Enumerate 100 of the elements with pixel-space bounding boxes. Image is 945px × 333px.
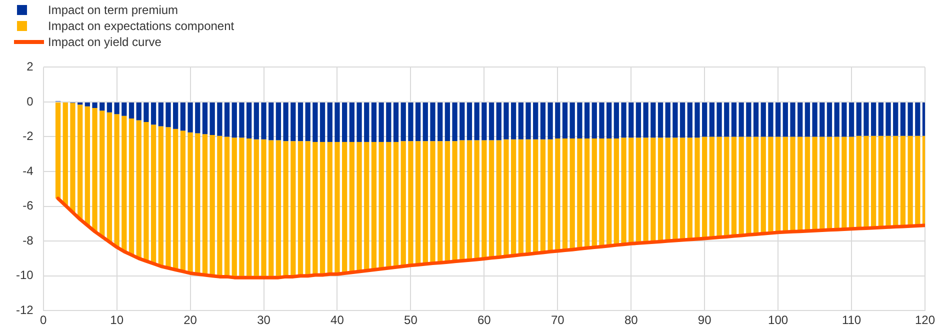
bar: [834, 136, 840, 230]
bar: [716, 102, 722, 137]
bar: [327, 142, 332, 274]
x-tick-label: 110: [842, 313, 862, 328]
bar: [188, 132, 193, 274]
bar: [466, 140, 472, 260]
bar: [180, 130, 186, 272]
bar: [254, 139, 259, 278]
bar: [886, 136, 891, 228]
bar: [886, 102, 891, 136]
legend-label: Impact on term premium: [48, 3, 178, 17]
bar: [533, 139, 538, 254]
bar: [106, 112, 112, 242]
bar: [504, 102, 509, 140]
x-tick-label: 70: [550, 313, 565, 328]
bar: [334, 142, 340, 274]
bar: [150, 124, 156, 264]
bar: [452, 102, 458, 142]
bar: [621, 102, 626, 138]
bar: [848, 136, 854, 229]
bar: [173, 128, 178, 270]
bar: [570, 102, 575, 138]
bar: [826, 102, 832, 137]
bar: [724, 136, 730, 237]
bar: [114, 114, 120, 248]
bar: [584, 102, 590, 138]
bar: [694, 102, 700, 138]
bar: [871, 136, 876, 228]
bar: [283, 141, 288, 277]
bar: [915, 136, 920, 226]
bar: [746, 102, 752, 137]
bar: [232, 102, 237, 138]
bar: [444, 102, 450, 142]
bar: [753, 136, 759, 234]
bar: [482, 102, 487, 140]
bar: [100, 102, 105, 111]
bar: [356, 102, 362, 142]
bar: [504, 139, 509, 256]
x-tick-label: 60: [477, 313, 492, 328]
x-tick-label: 30: [257, 313, 271, 328]
bar: [70, 102, 76, 212]
y-tick-label: -6: [22, 198, 34, 213]
bar: [320, 142, 326, 275]
x-tick-label: 40: [330, 313, 344, 328]
bar: [312, 142, 318, 275]
bar: [276, 102, 282, 140]
bar: [268, 140, 274, 278]
bar: [386, 102, 392, 142]
bar: [856, 136, 862, 229]
bar: [826, 136, 832, 230]
bar: [92, 102, 98, 108]
bar: [364, 102, 370, 142]
bar: [790, 136, 796, 232]
bar: [577, 102, 582, 138]
bar: [709, 136, 715, 238]
bar: [195, 102, 200, 134]
bar: [349, 102, 354, 142]
bar: [878, 136, 884, 228]
bar: [488, 102, 494, 140]
bar: [496, 102, 502, 140]
bar: [804, 136, 810, 231]
bar: [106, 102, 112, 112]
bar: [408, 102, 414, 142]
bar: [864, 136, 869, 228]
bar: [548, 102, 553, 140]
bar: [386, 142, 392, 268]
bar: [122, 102, 127, 116]
bar: [422, 102, 428, 142]
bar: [84, 106, 90, 226]
bar: [702, 136, 708, 238]
bar: [893, 136, 898, 227]
bar: [798, 136, 803, 232]
bar: [224, 102, 230, 137]
bar: [415, 141, 421, 265]
bar: [915, 102, 920, 136]
bar: [775, 102, 781, 137]
bar: [577, 138, 582, 249]
bar: [584, 138, 590, 248]
bar: [261, 139, 266, 278]
bar: [422, 141, 428, 264]
y-tick-label: 0: [26, 94, 34, 108]
bar: [217, 102, 222, 136]
bar: [606, 102, 612, 138]
bar: [908, 102, 913, 136]
bar: [393, 102, 399, 142]
bar: [371, 142, 377, 270]
bar: [180, 102, 186, 131]
x-tick-label: 20: [184, 313, 198, 328]
x-tick-label: 10: [110, 313, 124, 328]
bar: [636, 138, 642, 244]
bar: [84, 102, 90, 106]
bar: [488, 140, 494, 258]
bar: [709, 102, 715, 137]
bar: [680, 102, 686, 138]
bar: [378, 142, 384, 269]
bar: [614, 138, 619, 246]
bar: [202, 134, 208, 275]
bar: [334, 102, 340, 142]
bar: [430, 141, 436, 264]
bar: [908, 136, 913, 226]
